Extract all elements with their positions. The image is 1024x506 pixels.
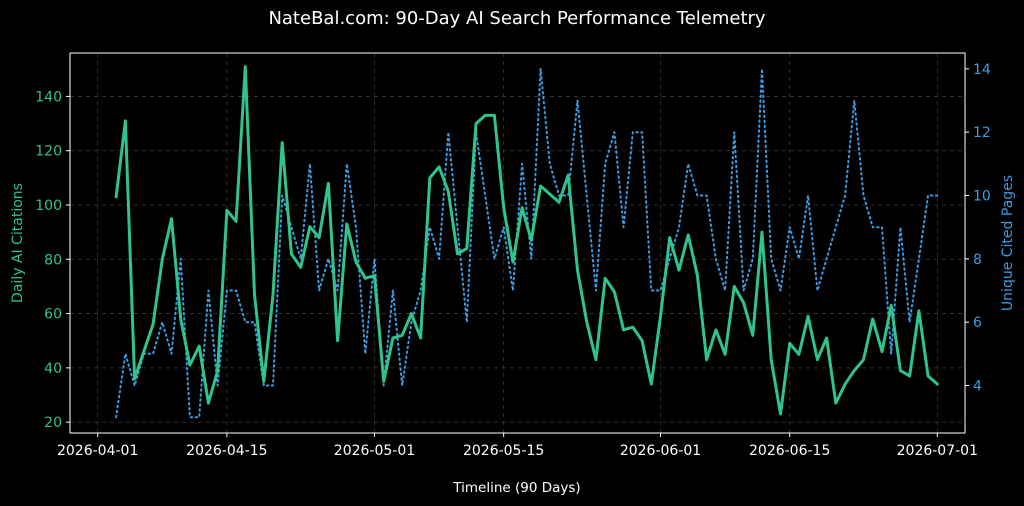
chart-title: NateBal.com: 90-Day AI Search Performanc… xyxy=(268,8,765,29)
x-tick-label: 2026-07-01 xyxy=(897,443,978,459)
plot-frame xyxy=(69,52,966,434)
x-tick-label: 2026-06-01 xyxy=(620,443,701,459)
line-daily-ai-citations xyxy=(114,65,939,416)
left-tick-label: 140 xyxy=(35,89,62,105)
right-axis-ticks: 4 6 8 10 12 14 xyxy=(965,62,991,395)
left-tick-label: 60 xyxy=(44,307,62,323)
left-tick-label: 40 xyxy=(44,361,62,377)
x-tick-label: 2026-06-15 xyxy=(749,443,830,459)
right-axis-label: Unique Cited Pages xyxy=(1000,175,1016,311)
left-tick-label: 80 xyxy=(44,252,62,268)
right-tick-label: 10 xyxy=(973,189,991,205)
series-daily-ai-citations xyxy=(114,65,939,416)
left-axis-ticks: 20 40 60 80 100 120 140 xyxy=(35,89,70,431)
x-tick-label: 2026-05-01 xyxy=(334,443,415,459)
left-tick-label: 20 xyxy=(44,415,62,431)
right-tick-label: 6 xyxy=(973,315,982,331)
right-tick-label: 14 xyxy=(973,62,991,78)
right-tick-label: 8 xyxy=(973,252,982,268)
left-axis-label: Daily AI Citations xyxy=(10,183,26,303)
left-tick-label: 120 xyxy=(35,144,62,160)
line-unique-cited-pages xyxy=(115,67,939,419)
right-tick-label: 12 xyxy=(973,125,991,141)
series-unique-cited-pages xyxy=(115,67,939,419)
left-tick-label: 100 xyxy=(35,198,62,214)
x-axis-ticks: 2026-04-01 2026-04-15 2026-05-01 2026-05-15… xyxy=(57,433,978,459)
x-tick-label: 2026-04-01 xyxy=(57,443,138,459)
x-axis-label: Timeline (90 Days) xyxy=(452,480,580,496)
x-tick-label: 2026-04-15 xyxy=(186,443,267,459)
right-tick-label: 4 xyxy=(973,379,982,395)
x-tick-label: 2026-05-15 xyxy=(463,443,544,459)
grid xyxy=(70,53,965,433)
